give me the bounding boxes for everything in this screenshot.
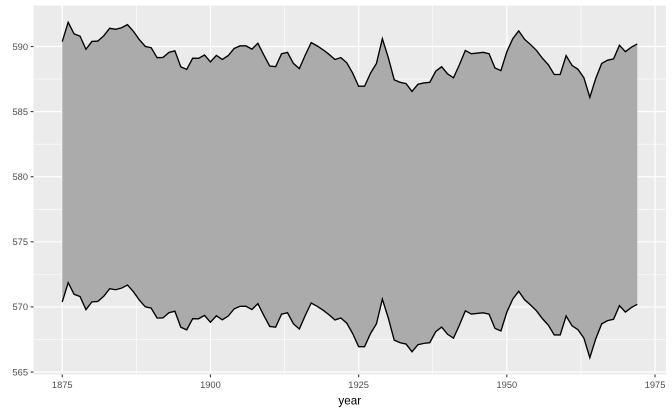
x-axis-tick-label: 1925 [348, 380, 369, 390]
y-axis-tick-label: 570 [12, 302, 28, 312]
axis-ticks-and-labels: 1875 1900 1925 1950 1975 565 570 575 580 585 590 [12, 42, 665, 390]
y-axis-tick-label: 565 [12, 367, 28, 377]
y-axis-tick-label: 585 [12, 107, 28, 117]
y-axis-tick-label: 580 [12, 172, 28, 182]
x-axis-tick-label: 1900 [200, 380, 221, 390]
upper-edge-line [61, 20, 638, 100]
x-axis-tick-label: 1875 [52, 380, 73, 390]
x-axis-tick-label: 1975 [645, 380, 666, 390]
x-axis-tick-label: 1950 [496, 380, 517, 390]
ribbon-area [62, 22, 638, 358]
ribbon-polygon [62, 22, 638, 358]
x-axis-title: year [338, 395, 361, 408]
lower-edge-line [61, 280, 638, 360]
y-axis-tick-label: 575 [12, 237, 28, 247]
ribbon-edge-lines [61, 20, 638, 360]
y-axis-tick-label: 590 [12, 42, 28, 52]
